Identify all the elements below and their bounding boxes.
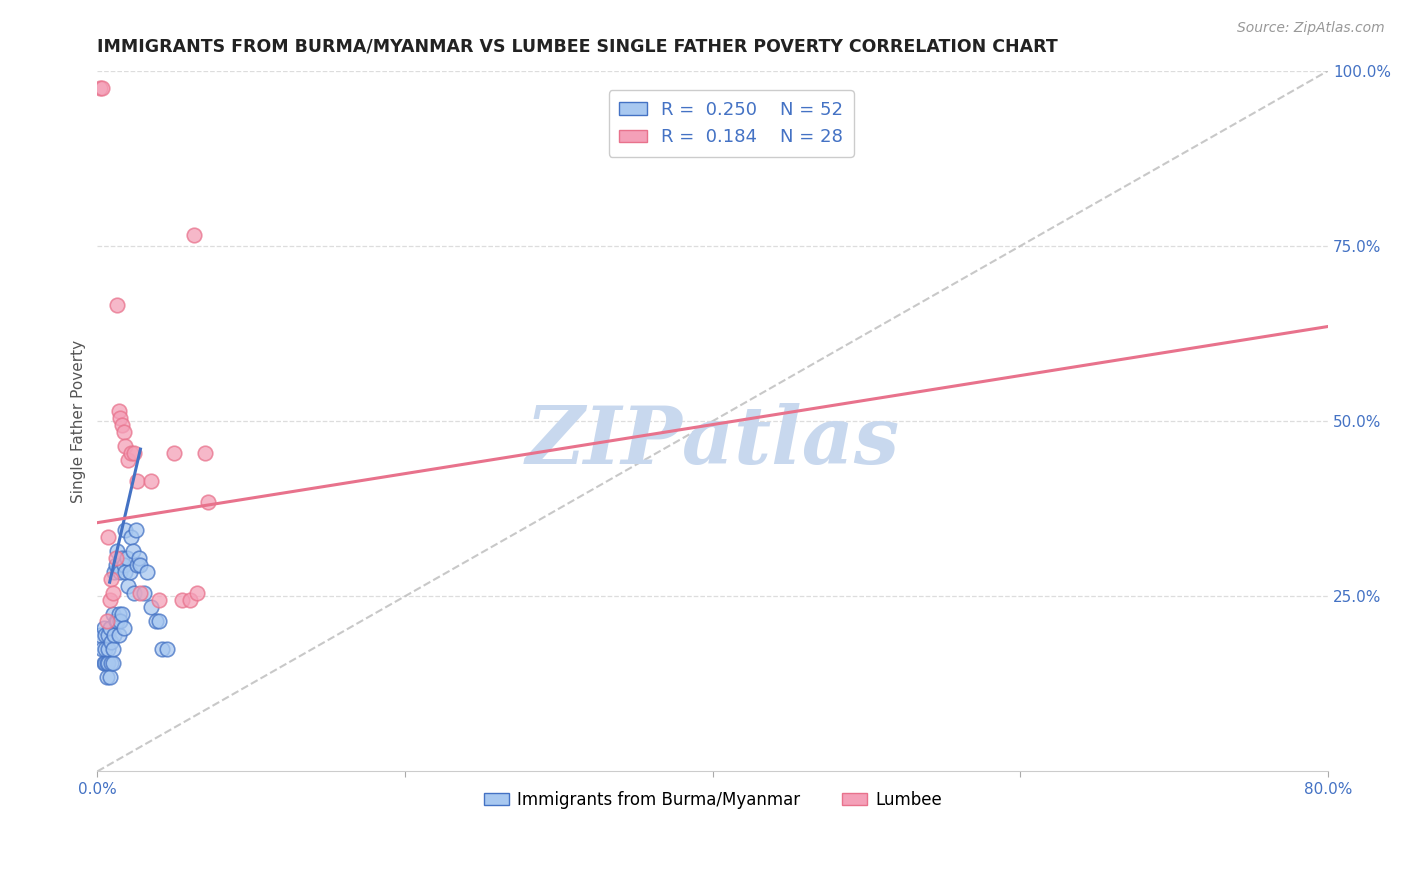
Point: [94, 628, 117, 642]
Point: [96, 656, 118, 670]
Point: [91, 81, 114, 95]
Point: [163, 445, 186, 459]
Point: [110, 410, 132, 425]
Text: ZIP​atlas: ZIP​atlas: [526, 403, 900, 481]
Point: [104, 614, 127, 628]
Point: [110, 614, 132, 628]
Point: [105, 614, 128, 628]
Point: [101, 641, 124, 656]
Y-axis label: Single Father Poverty: Single Father Poverty: [72, 340, 86, 502]
Point: [110, 565, 132, 579]
Point: [150, 641, 173, 656]
Point: [100, 634, 122, 648]
Legend: Immigrants from Burma/Myanmar, Lumbee: Immigrants from Burma/Myanmar, Lumbee: [477, 784, 949, 815]
Point: [100, 572, 122, 586]
Point: [104, 558, 127, 572]
Point: [100, 656, 122, 670]
Text: IMMIGRANTS FROM BURMA/MYANMAR VS LUMBEE SINGLE FATHER POVERTY CORRELATION CHART: IMMIGRANTS FROM BURMA/MYANMAR VS LUMBEE …: [97, 37, 1059, 55]
Point: [135, 565, 157, 579]
Point: [105, 543, 128, 558]
Point: [108, 403, 131, 417]
Point: [132, 585, 155, 599]
Point: [96, 614, 118, 628]
Point: [112, 558, 135, 572]
Point: [98, 621, 121, 635]
Point: [103, 628, 125, 642]
Point: [148, 592, 170, 607]
Point: [114, 565, 136, 579]
Point: [179, 592, 201, 607]
Point: [97, 656, 120, 670]
Point: [94, 656, 117, 670]
Point: [148, 614, 170, 628]
Point: [170, 592, 193, 607]
Point: [127, 558, 149, 572]
Point: [155, 641, 177, 656]
Point: [128, 550, 150, 565]
Point: [97, 530, 120, 544]
Point: [114, 439, 136, 453]
Point: [91, 641, 114, 656]
Point: [96, 670, 118, 684]
Point: [118, 565, 141, 579]
Point: [104, 550, 127, 565]
Point: [120, 530, 142, 544]
Point: [129, 585, 152, 599]
Point: [108, 628, 131, 642]
Point: [120, 445, 142, 459]
Point: [112, 621, 135, 635]
Point: [117, 579, 139, 593]
Point: [97, 628, 120, 642]
Point: [97, 641, 120, 656]
Point: [98, 670, 121, 684]
Point: [94, 641, 117, 656]
Point: [145, 614, 167, 628]
Point: [103, 565, 125, 579]
Point: [115, 550, 138, 565]
Point: [111, 607, 134, 621]
Point: [197, 494, 219, 508]
Point: [112, 425, 135, 439]
Point: [141, 474, 163, 488]
Point: [89, 81, 111, 95]
Point: [111, 550, 134, 565]
Point: [105, 298, 128, 312]
Point: [101, 607, 124, 621]
Point: [101, 656, 124, 670]
Point: [125, 523, 148, 537]
Point: [194, 445, 217, 459]
Point: [93, 656, 115, 670]
Point: [117, 452, 139, 467]
Point: [141, 599, 163, 614]
Point: [121, 543, 143, 558]
Point: [93, 621, 115, 635]
Point: [89, 628, 111, 642]
Point: [186, 585, 208, 599]
Point: [114, 523, 136, 537]
Point: [124, 445, 146, 459]
Point: [183, 228, 205, 243]
Point: [98, 592, 121, 607]
Point: [124, 585, 146, 599]
Point: [111, 417, 134, 432]
Point: [108, 607, 131, 621]
Point: [127, 474, 149, 488]
Text: Source: ZipAtlas.com: Source: ZipAtlas.com: [1237, 21, 1385, 35]
Point: [101, 585, 124, 599]
Point: [129, 558, 152, 572]
